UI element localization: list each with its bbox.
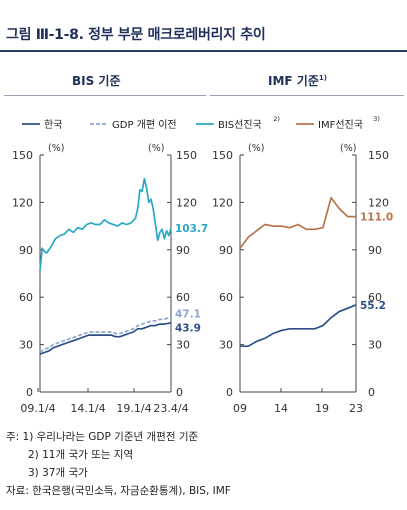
chart-area: 한국 GDP 개편 이전 BIS선진국 2) IMF선진국 3) 0 0 30 30 60 60 90… (12, 115, 393, 415)
left-panel-rule (4, 95, 206, 96)
unit-label-left: (%) (248, 143, 264, 154)
panel-imf: 0 0 30 30 60 60 90 90 120 120 150 150 (%) (%) 09 14 19 23… (212, 143, 393, 415)
y-tick-label-right: 120 (368, 196, 389, 209)
y-tick-label-left: 0 (26, 386, 33, 399)
y-tick-label-left: 60 (219, 291, 233, 304)
legend-label-bis_adv: BIS선진국 (218, 119, 262, 131)
data-label-korea: 43.9 (175, 323, 201, 335)
x-tick-label: 14 (274, 402, 288, 415)
data-label-bis_adv: 103.7 (175, 223, 208, 235)
y-tick-label-right: 30 (368, 339, 382, 352)
x-tick-label: 09 (233, 402, 247, 415)
y-tick-label-right: 60 (176, 291, 190, 304)
right-panel-title-text: IMF 기준 (268, 74, 319, 88)
y-tick-label-left: 150 (12, 149, 33, 162)
unit-label-right: (%) (340, 143, 356, 154)
legend-sup-bis_adv: 2) (273, 115, 280, 123)
y-tick-label-right: 60 (368, 291, 382, 304)
y-tick-label-right: 90 (368, 244, 382, 257)
note-2: 2) 11개 국가 또는 지역 (28, 449, 134, 461)
data-label-korea: 55.2 (360, 300, 386, 312)
title-rule (0, 50, 407, 52)
x-tick-label: 19 (315, 402, 329, 415)
y-tick-label-right: 0 (368, 386, 375, 399)
series-line-imf_adv (239, 196, 356, 249)
y-tick-label-left: 90 (19, 244, 33, 257)
legend-sup-imf_adv: 3) (373, 115, 380, 123)
y-tick-label-left: 0 (226, 386, 233, 399)
x-tick-label: 19.1/4 (116, 402, 151, 415)
y-tick-label-left: 150 (212, 149, 233, 162)
unit-label-left: (%) (48, 143, 64, 154)
data-label-imf_adv: 111.0 (360, 212, 393, 224)
right-panel-title-sup: 1) (318, 74, 327, 82)
right-panel-title: IMF 기준1) (268, 72, 327, 89)
unit-label-right: (%) (148, 143, 164, 154)
panel-bis: 0 0 30 30 60 60 90 90 120 120 150 150 (%) (%) 09.1/4 14… (12, 143, 208, 415)
x-tick-label: 09.1/4 (20, 402, 55, 415)
y-tick-label-left: 60 (19, 291, 33, 304)
x-tick-label: 23 (349, 402, 363, 415)
y-tick-label-right: 30 (176, 339, 190, 352)
data-label-gdp_old: 47.1 (175, 309, 201, 321)
left-panel-title: BIS 기준 (72, 74, 121, 88)
y-tick-label-right: 150 (176, 149, 197, 162)
y-tick-label-left: 120 (12, 196, 33, 209)
note-source: 자료: 한국은행(국민소득, 자금순환통계), BIS, IMF (6, 485, 231, 497)
figure-title: 그림 Ⅲ-1-8. 정부 부문 매크로레버리지 추이 (6, 27, 266, 43)
series-line-gdp_old (39, 316, 172, 354)
y-tick-label-right: 150 (368, 149, 389, 162)
y-tick-label-right: 90 (176, 244, 190, 257)
x-tick-label: 23.4/4 (153, 402, 188, 415)
legend: 한국 GDP 개편 이전 BIS선진국 2) IMF선진국 3) (22, 115, 380, 131)
right-panel-rule (210, 95, 404, 96)
series-line-bis_adv (39, 177, 172, 271)
legend-label-imf_adv: IMF선진국 (318, 119, 363, 131)
y-tick-label-left: 30 (219, 339, 233, 352)
y-tick-label-left: 30 (19, 339, 33, 352)
note-3: 3) 37개 국가 (28, 467, 88, 479)
y-tick-label-right: 0 (176, 386, 183, 399)
note-1: 주: 1) 우리나라는 GDP 기준년 개편전 기준 (6, 431, 199, 443)
legend-label-gdp_old: GDP 개편 이전 (112, 119, 177, 131)
series-line-korea (240, 304, 357, 348)
notes: 주: 1) 우리나라는 GDP 기준년 개편전 기준 2) 11개 국가 또는 … (6, 428, 231, 500)
x-tick-label: 14.1/4 (70, 402, 105, 415)
y-tick-label-left: 90 (219, 244, 233, 257)
y-tick-label-right: 120 (176, 196, 197, 209)
legend-label-korea: 한국 (44, 119, 62, 131)
y-tick-label-left: 120 (212, 196, 233, 209)
series-line-korea (39, 321, 172, 355)
